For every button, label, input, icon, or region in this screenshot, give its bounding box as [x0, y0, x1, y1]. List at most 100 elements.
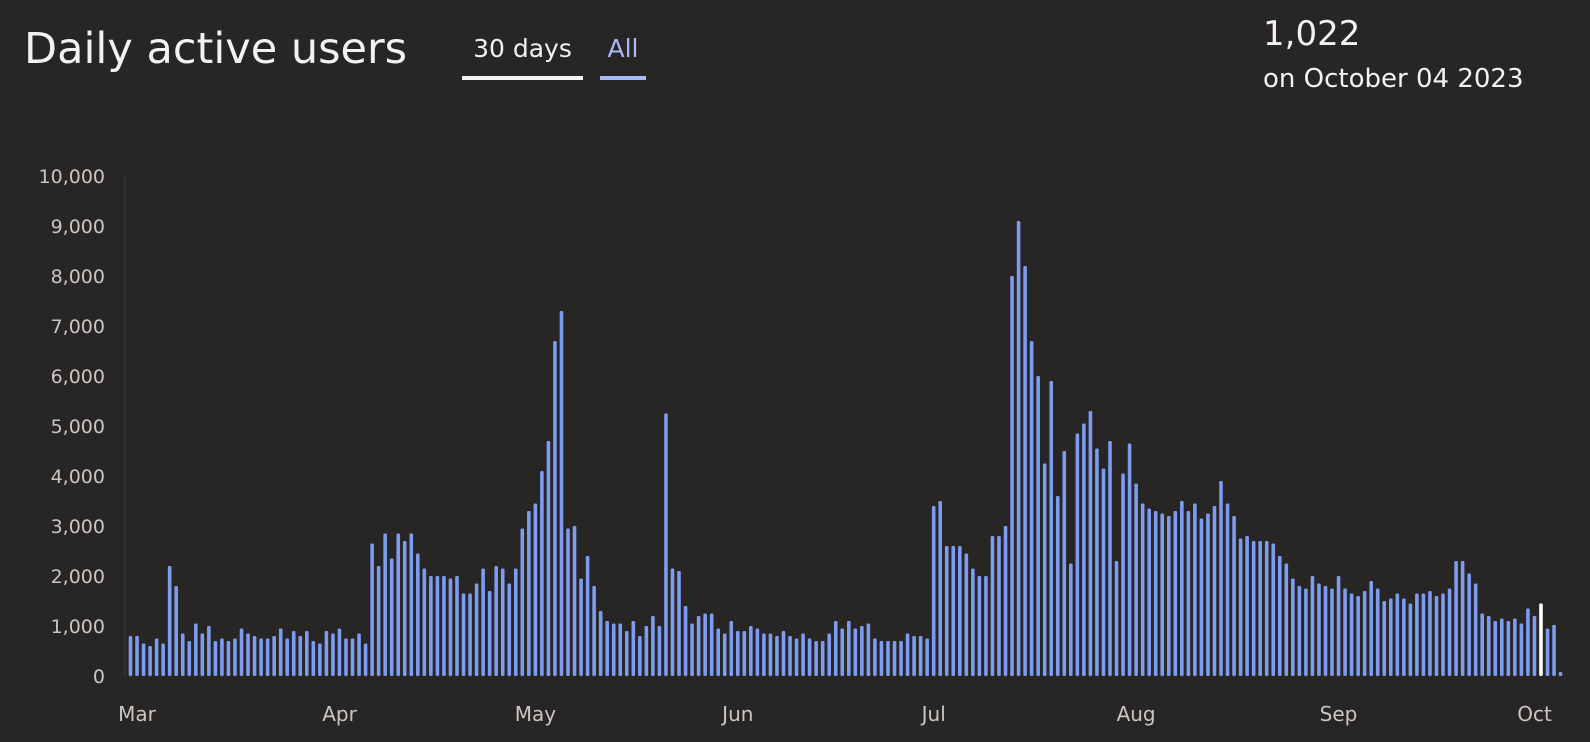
bar[interactable]: [1317, 583, 1321, 677]
bar[interactable]: [768, 633, 773, 677]
bar[interactable]: [624, 631, 629, 676]
bar[interactable]: [598, 611, 603, 676]
bar[interactable]: [1402, 598, 1406, 677]
bar[interactable]: [1003, 526, 1008, 676]
bar[interactable]: [1140, 503, 1145, 677]
bar[interactable]: [840, 628, 845, 677]
bar[interactable]: [638, 636, 642, 676]
bar[interactable]: [990, 536, 995, 676]
bar[interactable]: [1049, 381, 1054, 676]
bar[interactable]: [1408, 603, 1413, 677]
bar[interactable]: [298, 636, 303, 676]
bar[interactable]: [585, 556, 590, 676]
bar[interactable]: [1023, 266, 1027, 676]
bar[interactable]: [1545, 628, 1550, 677]
bar[interactable]: [879, 641, 884, 676]
bar[interactable]: [154, 638, 159, 677]
bar[interactable]: [1310, 576, 1315, 676]
bar[interactable]: [546, 441, 551, 676]
bar[interactable]: [383, 533, 387, 677]
bar[interactable]: [1036, 376, 1040, 676]
bar[interactable]: [174, 586, 179, 676]
bar[interactable]: [820, 641, 825, 676]
bar[interactable]: [801, 633, 805, 677]
bar[interactable]: [507, 583, 512, 677]
bar[interactable]: [847, 621, 851, 676]
bar[interactable]: [1506, 621, 1511, 676]
bar[interactable]: [1526, 608, 1530, 677]
bar[interactable]: [1434, 596, 1439, 676]
bar[interactable]: [194, 623, 198, 677]
bar[interactable]: [1552, 624, 1556, 676]
bar[interactable]: [487, 591, 492, 676]
bar[interactable]: [572, 526, 577, 676]
bar[interactable]: [376, 566, 381, 676]
bar[interactable]: [187, 641, 192, 676]
bar[interactable]: [1480, 613, 1485, 677]
bar[interactable]: [233, 638, 237, 677]
bar[interactable]: [1108, 441, 1112, 676]
bar[interactable]: [311, 641, 316, 676]
bar[interactable]: [775, 636, 779, 676]
bar[interactable]: [1428, 591, 1432, 676]
bar[interactable]: [762, 633, 766, 677]
bar[interactable]: [742, 631, 747, 676]
bar[interactable]: [1500, 618, 1504, 677]
bar[interactable]: [396, 533, 401, 677]
bar[interactable]: [1323, 586, 1328, 676]
bar[interactable]: [807, 638, 812, 677]
bar[interactable]: [566, 528, 570, 677]
bar[interactable]: [951, 546, 956, 676]
bar[interactable]: [1349, 593, 1354, 677]
bar[interactable]: [246, 633, 250, 677]
bar[interactable]: [1238, 538, 1243, 677]
bar[interactable]: [1304, 588, 1308, 677]
bar[interactable]: [925, 638, 929, 677]
bar[interactable]: [474, 583, 479, 677]
bar[interactable]: [892, 641, 897, 676]
bar[interactable]: [1421, 593, 1426, 677]
bar[interactable]: [1206, 513, 1210, 677]
bar[interactable]: [1473, 583, 1478, 677]
bar[interactable]: [631, 621, 636, 676]
bar[interactable]: [448, 578, 453, 677]
bar[interactable]: [1199, 518, 1204, 677]
bar[interactable]: [1186, 511, 1191, 676]
bar[interactable]: [259, 638, 263, 677]
bar[interactable]: [944, 546, 949, 676]
bar[interactable]: [1095, 448, 1099, 677]
bar[interactable]: [931, 506, 936, 676]
bar[interactable]: [827, 633, 832, 677]
bar[interactable]: [553, 341, 557, 676]
bar[interactable]: [1369, 581, 1373, 676]
bar[interactable]: [481, 568, 485, 677]
bar[interactable]: [814, 641, 818, 676]
bar[interactable]: [363, 643, 368, 677]
bar[interactable]: [716, 628, 720, 677]
bar[interactable]: [1042, 463, 1047, 677]
bar[interactable]: [513, 568, 518, 677]
bar[interactable]: [1284, 563, 1289, 677]
bar[interactable]: [1010, 276, 1014, 676]
bar[interactable]: [1277, 556, 1282, 676]
bar[interactable]: [226, 641, 231, 676]
bar[interactable]: [500, 568, 505, 677]
bar[interactable]: [1271, 543, 1276, 677]
bar[interactable]: [324, 631, 329, 676]
bar[interactable]: [683, 606, 688, 676]
bar[interactable]: [1532, 616, 1537, 676]
bar[interactable]: [272, 636, 276, 676]
bar[interactable]: [1193, 503, 1197, 677]
bar[interactable]: [1212, 506, 1217, 676]
bar-selected[interactable]: [1539, 603, 1543, 677]
bar[interactable]: [1395, 593, 1400, 677]
bar[interactable]: [657, 626, 662, 676]
bar[interactable]: [252, 636, 257, 676]
bar[interactable]: [135, 636, 139, 676]
bar[interactable]: [1160, 513, 1165, 677]
bar[interactable]: [735, 631, 740, 676]
tab-30-days[interactable]: 30 days: [462, 34, 583, 80]
bar[interactable]: [1127, 443, 1132, 677]
bar[interactable]: [611, 623, 616, 677]
bar[interactable]: [318, 643, 322, 677]
